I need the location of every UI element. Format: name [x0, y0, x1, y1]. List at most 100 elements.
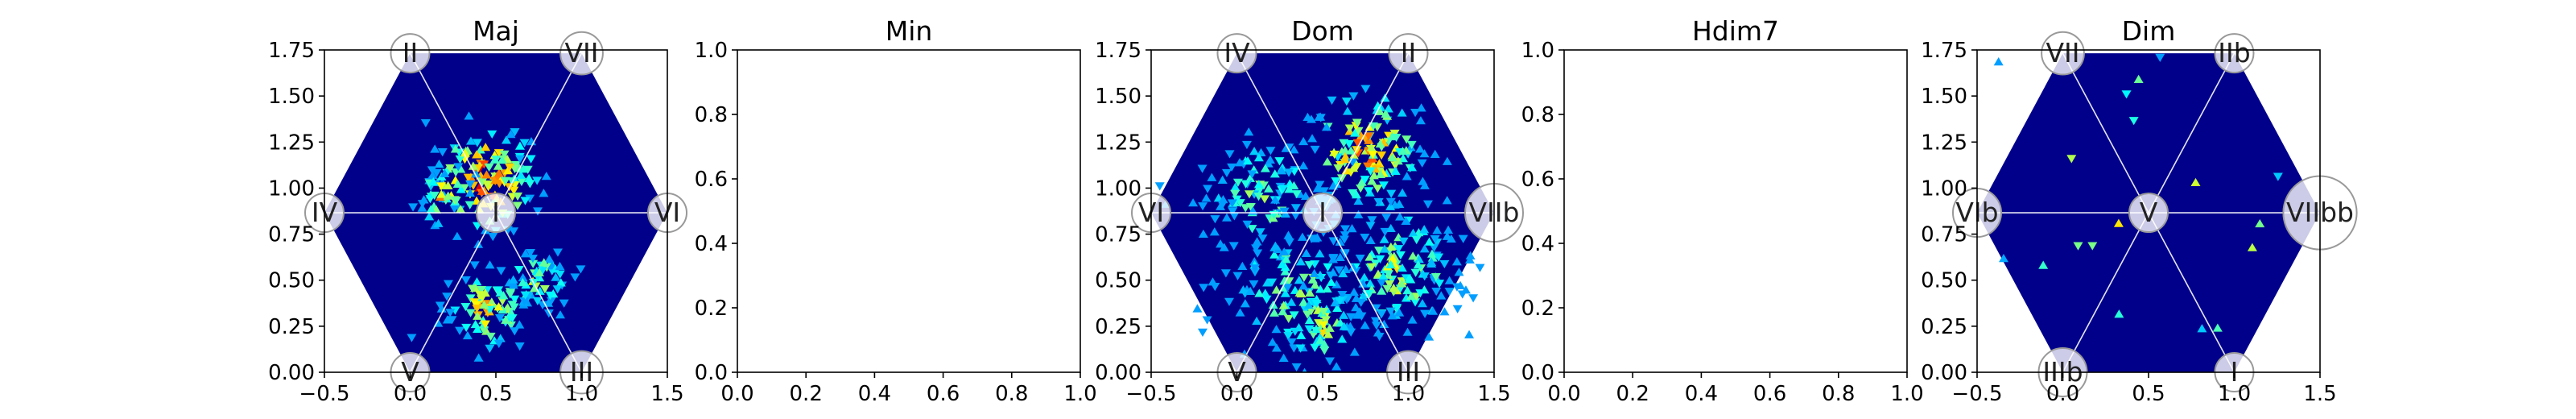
heat-cell — [1278, 353, 1289, 362]
heat-cell — [1475, 263, 1485, 272]
heat-cell — [1352, 118, 1362, 127]
heat-cell — [1430, 272, 1441, 282]
heat-cell — [1207, 172, 1217, 181]
heat-cell — [539, 285, 550, 294]
heat-cell — [570, 273, 580, 282]
y-tick-label: 1.25 — [1095, 131, 1141, 155]
heat-cell — [1255, 228, 1265, 237]
node-label: IV — [1224, 37, 1250, 68]
heat-cell — [519, 297, 530, 306]
heat-cell — [1426, 249, 1437, 258]
heat-cell — [537, 267, 547, 276]
heat-cell — [1374, 159, 1385, 168]
heat-cell — [488, 233, 498, 242]
heat-cell — [1429, 243, 1439, 252]
axes-frame — [1563, 49, 1908, 373]
heat-cell — [1295, 257, 1306, 266]
heat-cell — [1253, 153, 1264, 162]
heat-cell — [546, 297, 556, 305]
heat-cell — [1431, 287, 1442, 297]
heat-cell — [1302, 310, 1313, 319]
heat-cell — [1227, 199, 1237, 208]
heat-cell — [485, 260, 495, 269]
heat-cell — [516, 177, 526, 187]
heat-cell — [477, 178, 488, 187]
heat-cell — [1322, 157, 1332, 166]
heat-cell — [1298, 161, 1309, 170]
heat-cell — [408, 203, 419, 212]
y-tick-label: 1.75 — [268, 39, 315, 63]
heat-cell — [512, 201, 522, 210]
node-circle — [1388, 33, 1429, 74]
heat-cell — [1315, 284, 1326, 293]
heat-cell — [1377, 151, 1387, 160]
heat-cell — [509, 186, 519, 195]
node-circle — [2041, 31, 2085, 76]
heat-cell — [1337, 334, 1348, 343]
heat-cell — [510, 128, 520, 137]
heat-cell — [427, 166, 437, 175]
y-tick-label: 0.25 — [268, 315, 315, 339]
heat-cell — [430, 144, 440, 153]
heat-cell — [1443, 225, 1454, 234]
heat-cell — [1300, 191, 1311, 201]
heat-cell — [1368, 151, 1378, 160]
heat-cell — [1197, 164, 1208, 173]
heat-cell — [1420, 309, 1430, 318]
x-tick-label: 1.0 — [2218, 382, 2251, 406]
heat-cell — [2038, 260, 2049, 269]
heat-cells — [1993, 53, 2283, 333]
heat-cell — [514, 320, 525, 329]
heat-cell — [1417, 159, 1427, 168]
heat-cell — [1242, 220, 1253, 229]
heat-cell — [513, 192, 523, 201]
panel-min: Min 0.0 0.2 0.4 0.6 0.8 1.0 0.0 0.2 0.4 0.6 0.8 1.0 — [695, 15, 1097, 406]
y-tick-label: 1.50 — [1095, 85, 1141, 109]
node-circle — [559, 31, 604, 76]
heat-cell — [1267, 338, 1278, 346]
heat-cell — [429, 191, 440, 201]
heat-cell — [514, 342, 525, 351]
heat-cell — [514, 265, 524, 275]
heat-cell — [1327, 96, 1337, 105]
heat-cell — [473, 311, 483, 320]
y-tick-label: 1.0 — [1521, 39, 1554, 63]
heat-cell — [576, 265, 586, 274]
heat-cell — [1315, 180, 1325, 189]
heat-cell — [1289, 145, 1299, 154]
heat-cell — [450, 144, 460, 153]
heat-cell — [1414, 255, 1424, 263]
heat-cell — [1401, 216, 1411, 226]
heat-cell — [1245, 173, 1256, 182]
heat-cell — [499, 150, 510, 159]
heat-cell — [1323, 330, 1334, 338]
heat-cell — [1244, 127, 1254, 136]
heat-cell — [455, 326, 465, 335]
heat-cell — [1406, 140, 1417, 150]
heat-cell — [1289, 311, 1299, 320]
x-tick-label: 0.6 — [927, 382, 960, 406]
heat-cell — [464, 201, 475, 210]
heat-cell — [1415, 289, 1426, 298]
heat-cell — [459, 184, 469, 193]
node-ii: II — [390, 33, 431, 74]
heat-cell — [1289, 180, 1299, 190]
heat-cell — [473, 239, 484, 248]
heat-cell — [1260, 164, 1270, 172]
heat-cell — [1251, 244, 1261, 253]
y-tick-label: 1.50 — [268, 85, 315, 109]
heat-cell — [516, 170, 526, 179]
heat-cell — [518, 164, 528, 173]
heat-cell — [1377, 279, 1387, 288]
heat-cell — [1368, 122, 1378, 131]
x-tick-label: 0.2 — [1616, 382, 1649, 406]
heat-cell — [1391, 133, 1402, 143]
heat-cell — [1319, 187, 1329, 196]
heat-cell — [452, 179, 463, 188]
heat-cell — [1267, 278, 1278, 287]
heat-cell — [1397, 279, 1407, 288]
heat-cell — [1241, 140, 1252, 150]
heat-cell — [1381, 214, 1392, 222]
heat-cell — [1296, 330, 1307, 339]
